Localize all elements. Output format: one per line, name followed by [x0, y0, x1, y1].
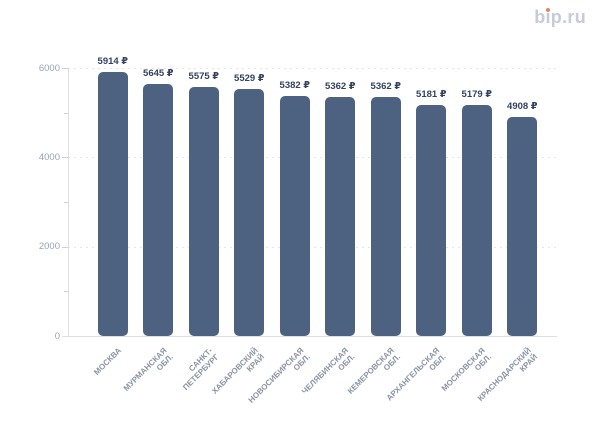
y-minor-tick: [64, 291, 68, 293]
bar-column: 5179 ₽: [454, 68, 500, 336]
y-minor-tick: [64, 202, 68, 203]
bar-column: 5575 ₽: [181, 68, 227, 336]
bar[interactable]: [188, 86, 219, 336]
logo-i-dot: [546, 8, 551, 12]
y-axis-tick-label: 0: [54, 330, 60, 342]
logo-i-stem: ı: [545, 7, 551, 27]
bar-value-label: 5529 ₽: [234, 73, 265, 85]
bar-value-label: 5181 ₽: [416, 88, 447, 100]
bar-column: 5529 ₽: [227, 68, 273, 336]
bar-column: 5914 ₽: [90, 56, 136, 336]
bar-value-label: 5645 ₽: [143, 67, 174, 79]
bar-column: 5382 ₽: [272, 68, 318, 336]
bar-column: 4908 ₽: [500, 68, 546, 336]
y-major-tick: [62, 68, 68, 69]
y-major-tick: [62, 157, 68, 159]
bar-column: 5181 ₽: [409, 68, 455, 336]
bar-value-label: 5362 ₽: [325, 80, 356, 92]
bar[interactable]: [461, 104, 492, 336]
x-axis-line: [62, 336, 557, 337]
bar[interactable]: [143, 83, 174, 336]
bar-value-label: 4908 ₽: [507, 100, 538, 112]
y-axis-tick-label: 2000: [38, 241, 60, 253]
bar-column: 5362 ₽: [363, 68, 409, 336]
bip-ru-logo[interactable]: b ıp.ru: [534, 7, 586, 28]
bar[interactable]: [234, 89, 265, 336]
bar-value-label: 5914 ₽: [97, 55, 128, 67]
bar-column: 5645 ₽: [136, 68, 182, 336]
x-axis-label: МУРМАНСКАЯ ОБЛ.: [122, 346, 175, 399]
gridline: [68, 68, 557, 69]
x-axis-label: МОСКВА: [92, 346, 123, 377]
bar[interactable]: [97, 71, 128, 336]
y-minor-tick: [64, 112, 68, 114]
y-axis-tick-label: 4000: [38, 151, 60, 163]
bar-value-label: 5362 ₽: [370, 80, 401, 92]
y-major-tick: [62, 246, 68, 248]
bar[interactable]: [325, 96, 356, 336]
bar[interactable]: [416, 104, 447, 336]
bars-container: 5914 ₽ 5645 ₽ 5575 ₽ 5529 ₽ 5382 ₽ 5362 ₽ 5362…: [90, 56, 546, 336]
bar[interactable]: [279, 95, 310, 336]
bar-value-label: 5179 ₽: [461, 88, 492, 100]
logo-text-b: b: [534, 7, 546, 27]
x-axis-label: ЧЕЛЯБИНСКАЯ ОБЛ.: [301, 346, 357, 402]
y-axis-line: [68, 68, 69, 336]
logo-text-rest: p.ru: [550, 7, 586, 27]
bar-value-label: 5382 ₽: [279, 79, 310, 91]
x-axis-label-line: МОСКВА: [92, 346, 124, 377]
y-axis-tick-label: 6000: [38, 62, 60, 74]
bar[interactable]: [507, 116, 538, 336]
bar-column: 5362 ₽: [318, 68, 364, 336]
bar-value-label: 5575 ₽: [188, 70, 219, 82]
gridline: [68, 157, 557, 159]
bar[interactable]: [370, 96, 401, 336]
gridline: [68, 246, 557, 248]
logo-letter-i: ı: [545, 7, 550, 28]
